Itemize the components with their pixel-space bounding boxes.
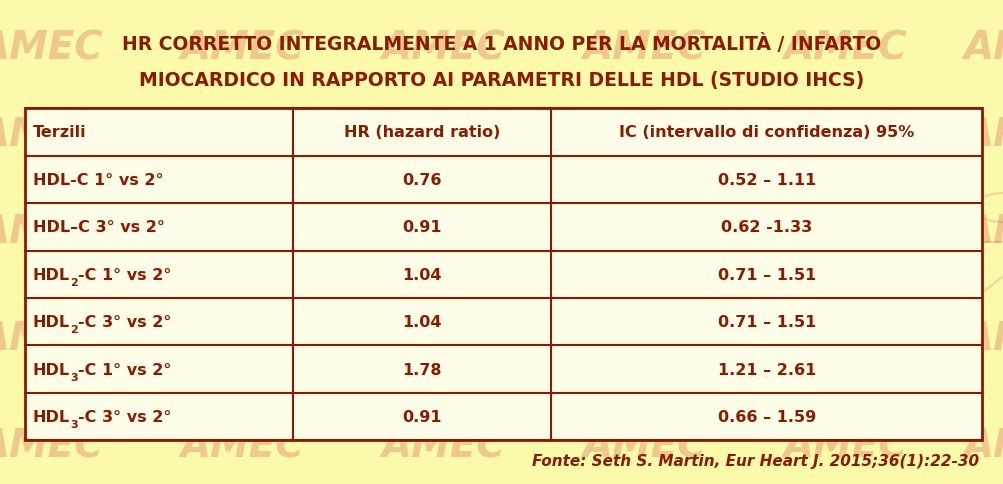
Text: 3: 3 — [70, 372, 77, 382]
Text: AMEC: AMEC — [582, 426, 705, 464]
Text: 0.91: 0.91 — [402, 409, 441, 424]
Text: -C 1° vs 2°: -C 1° vs 2° — [77, 362, 171, 377]
Text: 1.04: 1.04 — [402, 267, 441, 282]
Text: AMEC: AMEC — [582, 213, 705, 251]
Text: AMEC: AMEC — [0, 320, 103, 358]
Text: AMEC: AMEC — [963, 117, 1003, 154]
Text: HR CORRETTO INTEGRALMENTE A 1 ANNO PER LA MORTALITÀ / INFARTO: HR CORRETTO INTEGRALMENTE A 1 ANNO PER L… — [122, 33, 881, 54]
Text: HDL: HDL — [33, 315, 70, 330]
Text: 1.04: 1.04 — [402, 315, 441, 330]
Text: AMEC: AMEC — [582, 320, 705, 358]
Text: Terzili: Terzili — [33, 125, 86, 140]
Text: AMEC: AMEC — [381, 213, 505, 251]
Text: -C 3° vs 2°: -C 3° vs 2° — [77, 315, 171, 330]
Text: AMEC: AMEC — [0, 117, 103, 154]
Text: -C 1° vs 2°: -C 1° vs 2° — [77, 267, 171, 282]
Text: MIOCARDICO IN RAPPORTO AI PARAMETRI DELLE HDL (STUDIO IHCS): MIOCARDICO IN RAPPORTO AI PARAMETRI DELL… — [139, 70, 864, 90]
Text: AMEC: AMEC — [0, 30, 103, 67]
Text: AMEC: AMEC — [0, 426, 103, 464]
Text: AMEC: AMEC — [181, 30, 304, 67]
Text: HDL: HDL — [33, 267, 70, 282]
Text: 0.62 -1.33: 0.62 -1.33 — [720, 220, 811, 235]
Text: AMEC: AMEC — [582, 117, 705, 154]
Text: AMEC: AMEC — [963, 320, 1003, 358]
Text: AMEC: AMEC — [181, 117, 304, 154]
Text: -C 3° vs 2°: -C 3° vs 2° — [77, 409, 171, 424]
FancyBboxPatch shape — [25, 109, 981, 440]
Text: AMEC: AMEC — [381, 320, 505, 358]
Text: Fonte: Seth S. Martin, Eur Heart J. 2015;36(1):22-30: Fonte: Seth S. Martin, Eur Heart J. 2015… — [532, 454, 978, 468]
Text: HDL-C 1° vs 2°: HDL-C 1° vs 2° — [33, 172, 163, 187]
Text: HDL: HDL — [33, 409, 70, 424]
Text: AMEC: AMEC — [782, 426, 906, 464]
Text: 0.76: 0.76 — [402, 172, 441, 187]
Text: IC (intervallo di confidenza) 95%: IC (intervallo di confidenza) 95% — [619, 125, 914, 140]
Text: 0.52 – 1.11: 0.52 – 1.11 — [717, 172, 815, 187]
Text: HDL: HDL — [33, 362, 70, 377]
Text: AMEC: AMEC — [181, 320, 304, 358]
Text: 1.21 – 2.61: 1.21 – 2.61 — [717, 362, 815, 377]
Text: 1.78: 1.78 — [402, 362, 441, 377]
Text: AMEC: AMEC — [181, 213, 304, 251]
Text: 0.66 – 1.59: 0.66 – 1.59 — [717, 409, 815, 424]
Text: AMEC: AMEC — [0, 213, 103, 251]
Text: HR (hazard ratio): HR (hazard ratio) — [344, 125, 499, 140]
Text: AMEC: AMEC — [782, 320, 906, 358]
Text: 0.71 – 1.51: 0.71 – 1.51 — [717, 267, 815, 282]
Text: AMEC: AMEC — [963, 213, 1003, 251]
Text: 2: 2 — [70, 325, 77, 335]
Text: 0.91: 0.91 — [402, 220, 441, 235]
Text: AMEC: AMEC — [381, 117, 505, 154]
Text: 3: 3 — [70, 420, 77, 429]
Text: HDL–C 3° vs 2°: HDL–C 3° vs 2° — [33, 220, 164, 235]
Text: AMEC: AMEC — [782, 30, 906, 67]
Text: AMEC: AMEC — [181, 426, 304, 464]
Text: AMEC: AMEC — [381, 426, 505, 464]
Text: 2: 2 — [70, 277, 77, 287]
Text: 0.71 – 1.51: 0.71 – 1.51 — [717, 315, 815, 330]
Text: AMEC: AMEC — [963, 30, 1003, 67]
Text: AMEC: AMEC — [963, 426, 1003, 464]
Text: AMEC: AMEC — [782, 117, 906, 154]
Text: AMEC: AMEC — [782, 213, 906, 251]
Text: AMEC: AMEC — [381, 30, 505, 67]
Text: AMEC: AMEC — [582, 30, 705, 67]
